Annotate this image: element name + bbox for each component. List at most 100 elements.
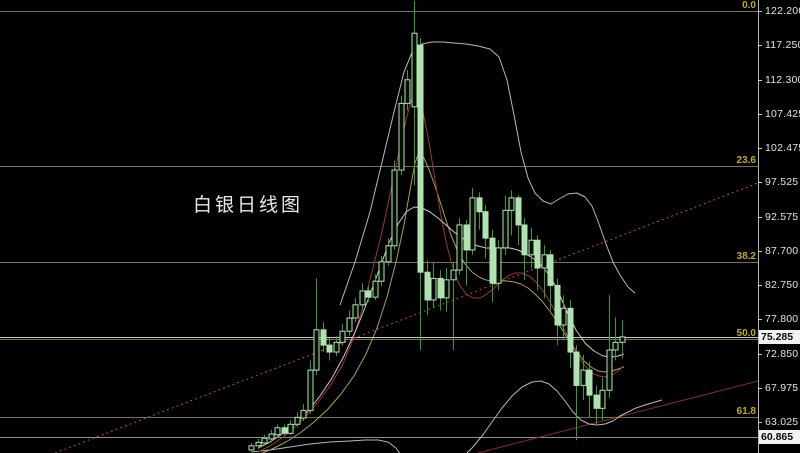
candle-up: [560, 307, 567, 326]
y-axis-label: 77.800: [765, 313, 799, 326]
candle-up: [619, 336, 626, 343]
candle-down: [554, 284, 561, 326]
axis-tick: [758, 251, 762, 252]
candle-down: [521, 224, 528, 256]
candle-up: [385, 245, 392, 263]
fib-label-61.8: 61.8: [736, 405, 756, 417]
candle-up: [261, 437, 268, 444]
candle-up: [268, 433, 275, 440]
y-axis-label: 92.575: [765, 210, 799, 223]
candle-up: [372, 280, 379, 298]
candle-down: [326, 344, 333, 353]
candle-up: [606, 349, 613, 391]
candle-up: [528, 239, 535, 256]
candle-down: [567, 307, 574, 353]
axis-tick: [758, 388, 762, 389]
candle-up: [391, 169, 398, 247]
candle-down: [482, 211, 489, 239]
candle-down: [515, 197, 522, 226]
candle-down: [547, 254, 554, 286]
axis-tick: [758, 148, 762, 149]
price-marker-box: 75.285: [759, 329, 800, 344]
candle-up: [541, 254, 548, 269]
axis-tick: [758, 45, 762, 46]
candle-down: [320, 329, 327, 346]
y-axis-label: 87.700: [765, 244, 799, 257]
candle-up: [255, 441, 262, 447]
bollinger-lower-band: [466, 380, 663, 453]
candle-up: [443, 279, 450, 299]
candle-up: [398, 102, 405, 171]
candle-up: [450, 269, 457, 281]
axis-tick: [758, 354, 762, 355]
candle-down: [593, 394, 600, 409]
candlestick-chart-canvas[interactable]: [0, 0, 758, 453]
y-axis-label: 117.250: [765, 39, 800, 52]
candle-up: [313, 329, 320, 371]
chart-title: 白银日线图: [193, 195, 304, 216]
candle-up: [300, 409, 307, 419]
candle-up: [502, 209, 509, 249]
bollinger-upper-band: [339, 41, 636, 306]
candle-up: [456, 224, 463, 271]
candle-down: [424, 271, 431, 301]
y-axis-label: 102.475: [765, 142, 800, 154]
candle-up: [612, 341, 619, 351]
axis-tick: [758, 422, 762, 423]
fib-label-0.0: 0.0: [742, 0, 756, 11]
candle-down: [573, 351, 580, 386]
candle-down: [437, 277, 444, 299]
candle-down: [281, 427, 288, 434]
fib-label-23.6: 23.6: [736, 154, 756, 166]
fib-label-38.2: 38.2: [736, 250, 756, 262]
axis-tick: [758, 285, 762, 286]
price-axis[interactable]: 122.200 117.250 112.300 107.425 102.475 97.52…: [758, 0, 800, 453]
axis-tick: [758, 319, 762, 320]
candle-up: [339, 330, 346, 343]
candle-up: [430, 277, 437, 301]
candle-down: [417, 44, 424, 273]
y-axis-label: 112.300: [765, 73, 800, 86]
y-axis-label: 97.525: [765, 176, 799, 189]
fib-label-50.0: 50.0: [736, 327, 756, 339]
candle-up: [404, 79, 411, 104]
y-axis-label: 63.025: [765, 416, 799, 429]
y-axis-label: 107.425: [765, 107, 800, 120]
candle-up: [248, 445, 255, 451]
candle-up: [508, 197, 515, 211]
candle-down: [476, 197, 483, 213]
axis-tick: [758, 80, 762, 81]
candle-up: [599, 389, 606, 409]
candle-up: [346, 317, 353, 332]
candle-up: [352, 304, 359, 319]
chart-area[interactable]: 白银日线图 0.0 23.6 38.2 50.0 61.8: [0, 0, 758, 453]
trendline-dotted: [54, 182, 758, 453]
candle-up: [411, 32, 418, 108]
candle-up: [307, 369, 314, 411]
candle-down: [586, 369, 593, 396]
candle-up: [469, 197, 476, 251]
candle-up: [294, 416, 301, 425]
bollinger-lower-band: [251, 439, 401, 453]
candle-up: [274, 427, 281, 436]
axis-tick: [758, 217, 762, 218]
price-marker-box: 60.865: [759, 430, 800, 445]
y-axis-label: 82.750: [765, 279, 799, 292]
candle-down: [534, 239, 541, 269]
axis-tick: [758, 114, 762, 115]
axis-tick: [758, 182, 762, 183]
y-axis-label: 67.975: [765, 381, 799, 394]
candle-up: [495, 247, 502, 284]
candle-down: [463, 224, 470, 251]
y-axis-label: 122.200: [765, 5, 800, 17]
candle-up: [359, 290, 366, 306]
axis-tick: [758, 11, 762, 12]
y-axis-label: 72.850: [765, 347, 799, 360]
candle-up: [580, 369, 587, 386]
candle-down: [365, 290, 372, 298]
candle-up: [378, 261, 385, 282]
candle-up: [287, 423, 294, 434]
candle-up: [333, 341, 340, 353]
candle-down: [489, 237, 496, 284]
